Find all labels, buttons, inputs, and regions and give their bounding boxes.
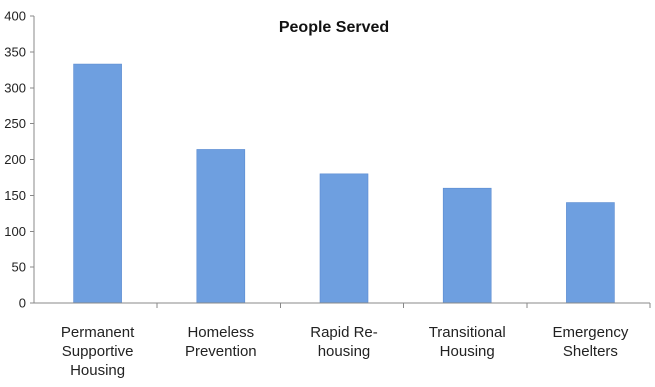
bar [319, 173, 369, 304]
bars [73, 63, 615, 304]
y-tick-label: 350 [4, 44, 26, 59]
bar [73, 63, 122, 304]
x-tick-label: Homeless Prevention [185, 324, 257, 360]
y-tick-label: 400 [4, 9, 26, 24]
bar [442, 187, 492, 304]
x-tick-label: Rapid Re-housing [310, 324, 378, 360]
y-tick-label: 50 [12, 260, 26, 275]
bar [566, 202, 615, 304]
y-tick-label: 100 [4, 224, 26, 239]
y-tick-label: 0 [19, 296, 26, 311]
x-axis-ticks: Permanent Supportive Housing Homeless Preven… [61, 303, 651, 379]
y-tick-label: 150 [4, 188, 26, 203]
y-tick-label: 300 [4, 80, 26, 95]
x-tick-label: Permanent Supportive Housing [61, 324, 135, 379]
x-tick-label: Emergency Shelters [552, 324, 628, 360]
y-tick-label: 250 [4, 116, 26, 131]
chart-title: People Served [279, 19, 389, 36]
y-axis-ticks: 0 50 100 150 200 250 300 350 400 [4, 9, 34, 311]
y-tick-label: 200 [4, 152, 26, 167]
bar [196, 149, 246, 304]
x-tick-label: Transitional Housing [429, 324, 506, 360]
